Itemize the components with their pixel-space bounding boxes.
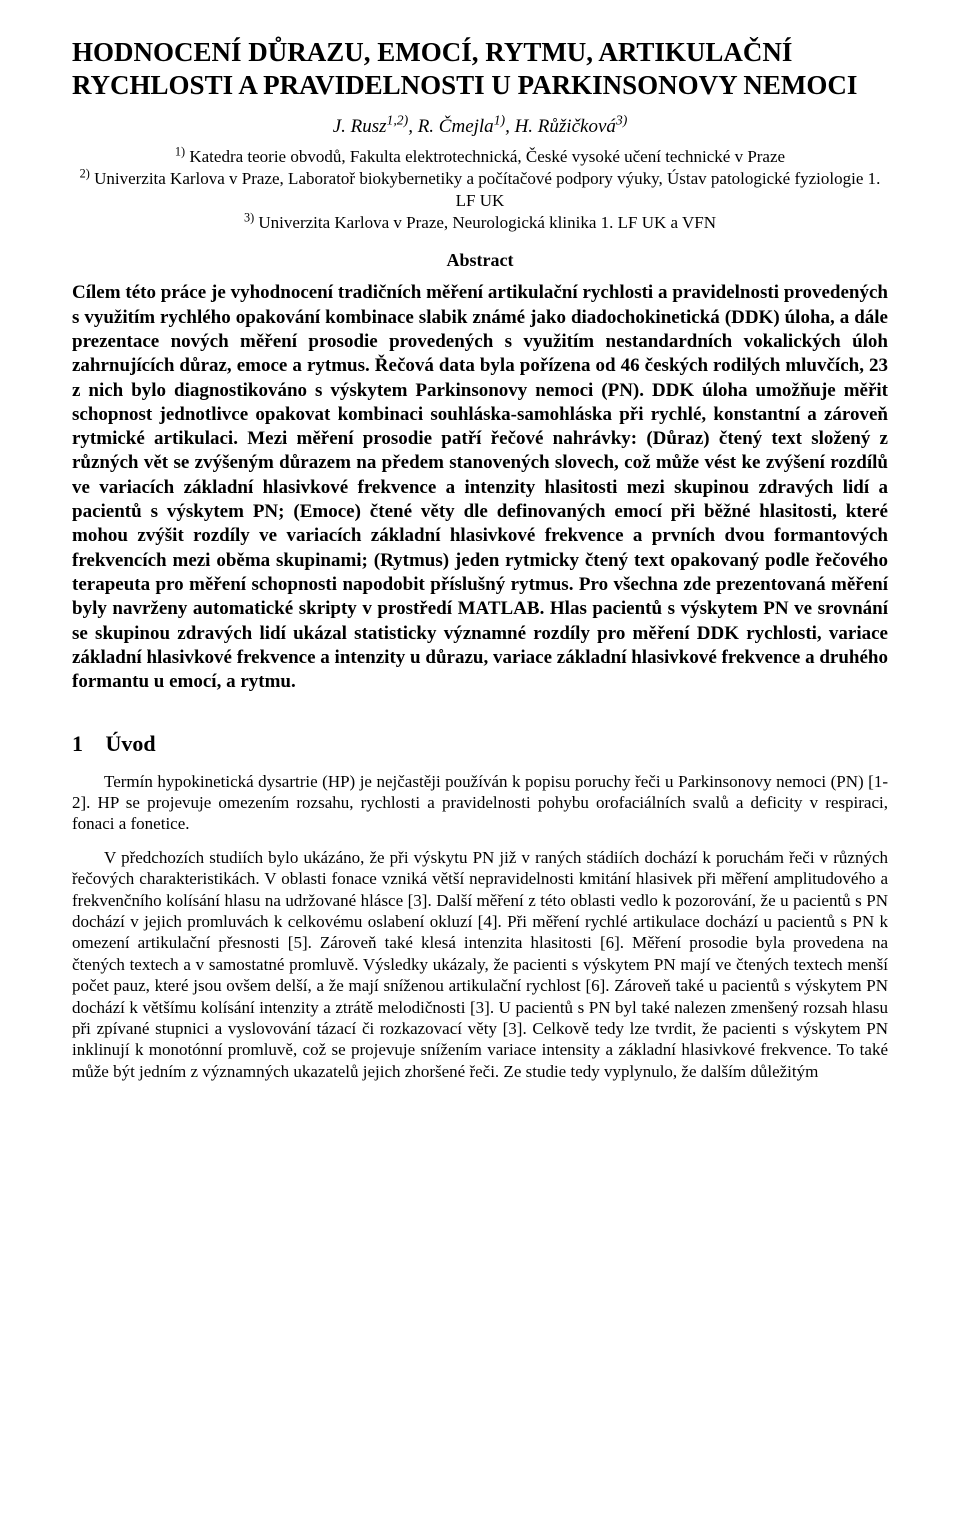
abstract-body: Cílem této práce je vyhodnocení tradiční… — [72, 281, 888, 694]
paper-title: HODNOCENÍ DŮRAZU, EMOCÍ, RYTMU, ARTIKULA… — [72, 36, 888, 102]
abstract-heading: Abstract — [72, 250, 888, 271]
authors-line: J. Rusz1,2), R. Čmejla1), H. Růžičková3) — [72, 116, 888, 138]
body-paragraph: Termín hypokinetická dysartrie (HP) je n… — [72, 771, 888, 835]
body-paragraph: V předchozích studiích bylo ukázáno, že … — [72, 847, 888, 1082]
affiliations: 1) Katedra teorie obvodů, Fakulta elektr… — [72, 146, 888, 234]
section-heading: 1 Úvod — [72, 731, 888, 757]
section-number: 1 — [72, 731, 100, 757]
section-title: Úvod — [106, 731, 156, 756]
